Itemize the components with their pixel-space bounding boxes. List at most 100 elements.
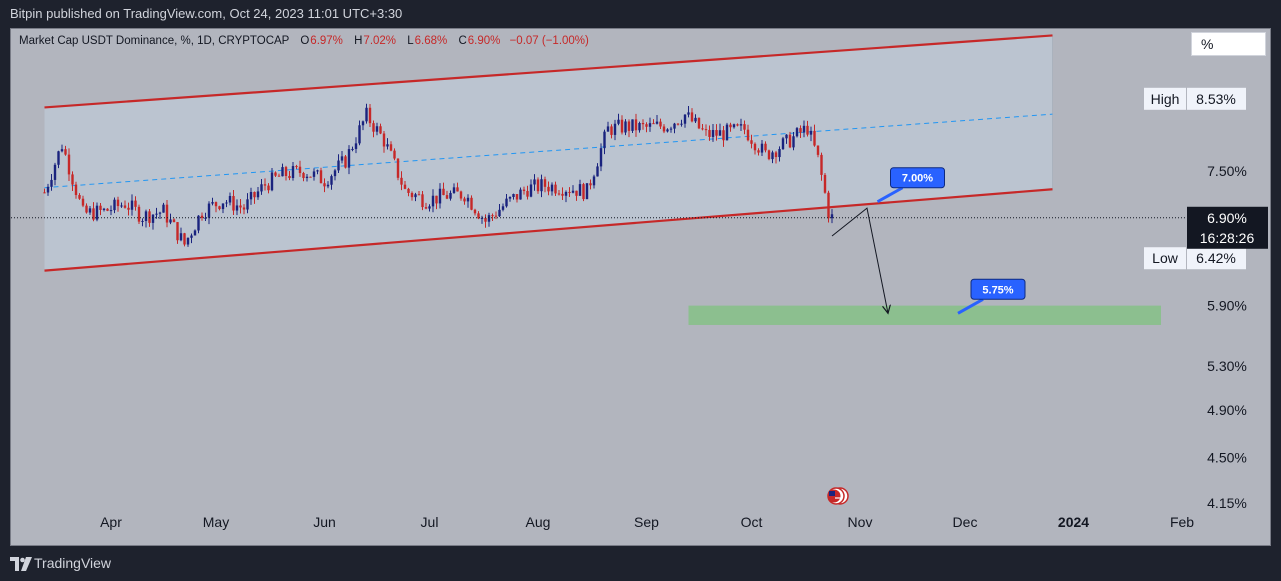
callout-text: 5.75% [982,284,1013,296]
candle-body [130,200,134,210]
candle-body [753,143,757,151]
current-price-value: 6.90% [1207,210,1247,226]
candle-body [323,183,326,187]
candle-body [60,149,64,152]
candle-body [179,233,183,241]
tradingview-logo-icon[interactable] [10,557,32,571]
candle-body [564,191,568,196]
price-tick-label: 5.90% [1207,298,1247,314]
candle-body [102,208,106,210]
publisher-header: Bitpin published on TradingView.com, Oct… [0,0,1281,28]
candle-body [410,192,414,198]
candle-body [375,126,379,132]
chart-frame[interactable]: 7.00% 5.75% 7.50% 5.90% 5.30% 4.90% 4.50% 4.15%… [10,28,1271,546]
low-value: 6.68% [414,35,448,47]
price-tick-label: 5.30% [1207,358,1247,374]
time-axis-label: Jun [313,514,336,530]
callout-box [890,167,945,189]
candle-body [501,206,505,210]
candle-body [606,126,610,132]
candle-body [631,119,634,131]
candles [43,103,834,247]
candle-body [386,144,389,147]
low-badge-bg [1144,247,1186,270]
tradingview-brand[interactable]: TradingView [34,555,112,571]
candle-body [197,215,200,231]
percent-scale-toggle[interactable]: % [1191,32,1266,56]
candle-body [417,194,421,196]
candle-body [347,149,351,168]
candle-body [683,114,687,124]
close-label: C [458,35,467,47]
candle-body [543,179,547,187]
candle-body [725,124,729,141]
candle-body [291,166,295,179]
candle-body [641,122,645,125]
candle-body [305,176,309,179]
candle-body [344,156,347,168]
time-axis-label: Dec [953,514,978,530]
candle-body [50,179,53,187]
candle-body [239,205,242,208]
high-label: H [354,35,363,47]
candle-body [557,193,561,195]
candle-body [610,126,613,135]
candle-body [620,119,624,133]
candle-body [354,143,358,149]
candle-body [64,149,67,155]
chart-canvas[interactable]: 7.00% 5.75% 7.50% 5.90% 5.30% 4.90% 4.50% 4.15%… [11,29,1270,545]
candle-body [627,121,631,131]
candle-body [225,202,228,204]
candle-body [351,148,354,150]
candle-body [680,123,683,125]
candle-body [480,217,484,219]
candle-body [694,117,697,122]
candle-body [813,130,816,146]
candle-body [809,130,813,135]
callout-box [970,278,1026,300]
candle-body [379,126,382,134]
time-axis-label: Feb [1170,514,1194,530]
candle-body [561,193,564,196]
candle-body [78,195,81,199]
candle-body [550,184,554,192]
candle-body [95,205,99,220]
candle-body [774,152,778,158]
candle-body [361,121,365,126]
candle-body [295,166,298,168]
candle-body [165,204,169,223]
candle-body [739,124,743,126]
candle-body [456,187,459,192]
candle-body [162,204,165,213]
price-tick-label: 7.50% [1207,163,1247,179]
time-axis-label: Aug [526,514,551,530]
candle-body [473,209,477,214]
candle-body [547,186,550,192]
candle-body [424,207,428,209]
candle-body [540,179,543,192]
candle-body [529,184,533,197]
candle-body [88,208,92,213]
candle-body [67,154,71,175]
target-zone [688,305,1161,325]
time-axis-label: Oct [741,514,763,530]
current-price-badge [1187,206,1268,249]
candle-body [515,194,519,200]
candle-body [442,188,445,196]
candle-body [92,208,95,220]
symbol-legend[interactable]: Market Cap USDT Dominance, %, 1D, CRYPTO… [19,35,589,47]
candle-body [792,136,795,148]
candle-body [298,166,302,174]
high-badge-bg [1144,87,1186,110]
projection-path [831,207,888,313]
candle-body [715,130,718,136]
candle-body [242,207,246,210]
candle-body [830,214,834,219]
candle-body [200,215,204,218]
candle-body [431,195,435,207]
candle-body [589,183,592,186]
candle-body [256,191,260,198]
candle-body [687,112,690,115]
open-label: O [300,35,310,47]
candle-body [249,191,253,200]
